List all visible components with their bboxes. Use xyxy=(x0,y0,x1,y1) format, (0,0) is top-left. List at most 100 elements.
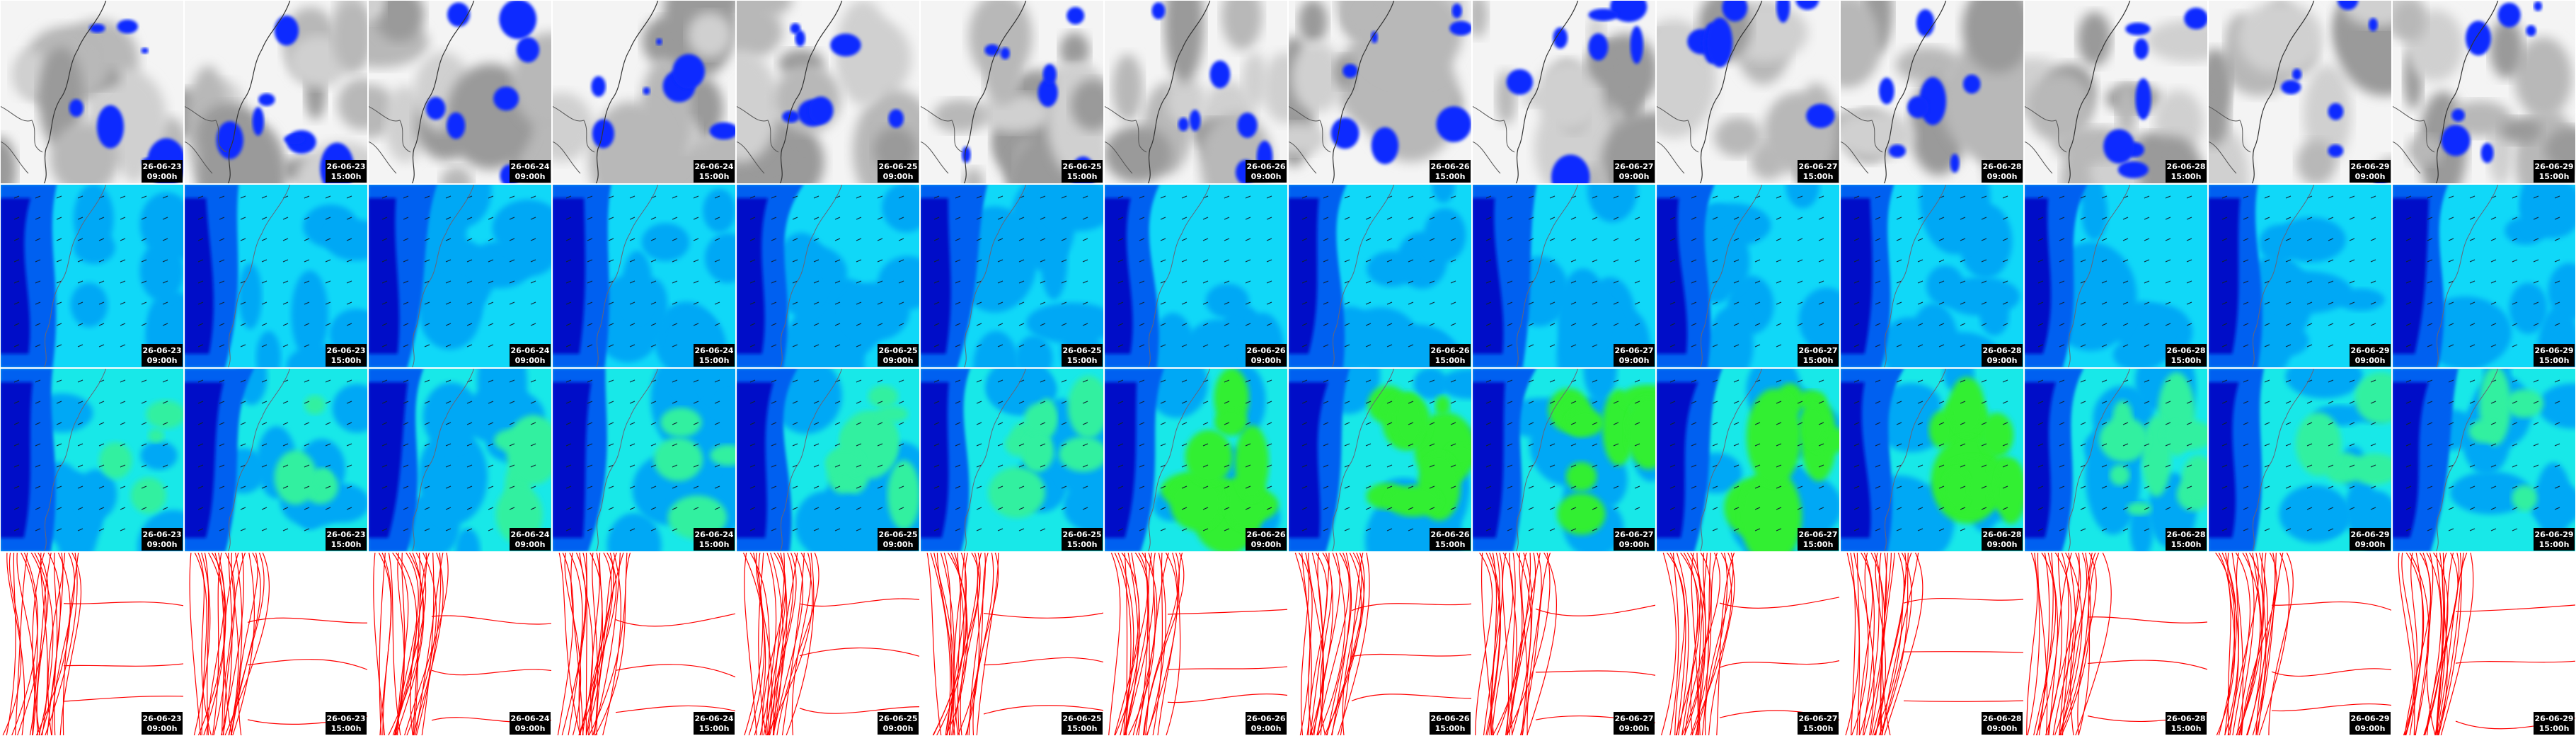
wind-arrow xyxy=(304,464,310,468)
wind-arrow xyxy=(1344,195,1350,199)
wind-arrow xyxy=(1450,323,1456,326)
time-label: 09:00h xyxy=(883,724,914,733)
wind-arrow xyxy=(1061,422,1067,425)
wind-arrow xyxy=(261,280,268,284)
wind-arrow xyxy=(1018,217,1025,220)
wind-arrow xyxy=(1733,344,1740,347)
isoline xyxy=(2048,552,2073,736)
wind-arrow xyxy=(693,323,699,326)
wind-arrow xyxy=(955,217,961,220)
coastline xyxy=(779,184,843,368)
tile-border xyxy=(1288,184,1472,368)
wind-arrow xyxy=(2554,195,2560,199)
wind-arrow xyxy=(1117,507,1124,510)
wind-arrow xyxy=(1981,507,1987,510)
field-band xyxy=(838,495,889,549)
wind-arrow xyxy=(749,259,756,263)
wind-arrow xyxy=(98,464,105,468)
wind-arrow xyxy=(792,323,798,326)
isoline xyxy=(1660,552,1677,736)
wind-arrow xyxy=(771,217,777,220)
tile-content xyxy=(2208,552,2392,736)
wind-arrow xyxy=(2349,238,2355,241)
field-band xyxy=(1881,383,1941,425)
time-label: 09:00h xyxy=(883,356,914,365)
isoline xyxy=(773,552,785,736)
wind-arrow xyxy=(2165,217,2171,220)
wind-arrow xyxy=(2186,401,2192,404)
wind-arrow xyxy=(2469,485,2476,489)
wind-arrow xyxy=(1344,217,1350,220)
wind-arrow xyxy=(792,422,798,425)
wind-arrow xyxy=(35,323,41,326)
isoline xyxy=(2077,552,2097,736)
tile-content xyxy=(552,368,736,552)
wind-arrow xyxy=(197,280,204,284)
wind-arrow xyxy=(2349,443,2355,447)
wind-arrow xyxy=(1960,528,1966,531)
wind-arrow xyxy=(1669,464,1676,468)
wind-arrow xyxy=(898,217,904,220)
wind-arrow xyxy=(424,259,430,263)
time-label: 09:00h xyxy=(2355,724,2386,733)
wind-arrow xyxy=(2427,217,2433,220)
wind-arrow xyxy=(120,464,126,468)
wind-arrow xyxy=(2002,217,2008,220)
wind-arrow xyxy=(445,507,452,510)
field-high xyxy=(1557,493,1606,535)
wind-arrow xyxy=(2349,422,2355,425)
wind-arrow xyxy=(261,217,268,220)
field-core xyxy=(736,198,768,354)
wind-arrow xyxy=(1139,464,1145,468)
border xyxy=(2208,105,2251,174)
wind-arrow xyxy=(1408,422,1414,425)
wind-arrow xyxy=(2080,379,2086,383)
wind-arrow xyxy=(587,323,593,326)
wind-arrow xyxy=(1691,259,1697,263)
wind-arrow xyxy=(2533,379,2539,383)
wind-arrow xyxy=(1245,485,1251,489)
coastline xyxy=(43,184,107,368)
precip xyxy=(1237,113,1258,138)
wind-arrow xyxy=(2059,443,2065,447)
isoline xyxy=(1684,552,1706,736)
isoline xyxy=(755,552,773,736)
field-high xyxy=(1170,476,1223,531)
isoline xyxy=(960,552,979,736)
wind-arrow xyxy=(2101,280,2108,284)
wind-arrow xyxy=(1301,323,1308,326)
wind-arrow xyxy=(2101,323,2108,326)
cloud xyxy=(968,0,1033,82)
date-label: 26-06-29 xyxy=(2534,714,2573,723)
field-high xyxy=(148,428,165,443)
wind-arrow xyxy=(1960,323,1966,326)
date-label: 26-06-28 xyxy=(2166,530,2205,539)
time-label: 15:00h xyxy=(1803,724,1834,733)
wind-arrow xyxy=(2264,195,2270,199)
wind-arrow xyxy=(1570,528,1577,531)
coastline xyxy=(2067,368,2131,552)
wind-arrow xyxy=(2002,422,2008,425)
wind-arrow xyxy=(1613,301,1619,305)
wind-arrow xyxy=(1344,443,1350,447)
wind-arrow xyxy=(1224,485,1230,489)
date-label: 26-06-24 xyxy=(510,346,549,355)
field-band xyxy=(641,223,690,261)
wind-arrow xyxy=(1712,379,1718,383)
wind-arrow xyxy=(2285,464,2292,468)
wind-arrow xyxy=(749,323,756,326)
wind-arrow xyxy=(162,280,168,284)
wind-arrow xyxy=(1082,259,1088,263)
wind-arrow xyxy=(2264,301,2270,305)
field-band xyxy=(2255,324,2309,357)
precip xyxy=(1151,2,1166,20)
wind-arrow xyxy=(1853,238,1860,241)
isoline xyxy=(206,552,225,736)
wind-arrow xyxy=(1669,485,1676,489)
wind-arrow xyxy=(381,507,388,510)
date-label: 26-06-25 xyxy=(878,346,917,355)
wind-arrow xyxy=(693,401,699,404)
wind-arrow xyxy=(2037,443,2044,447)
